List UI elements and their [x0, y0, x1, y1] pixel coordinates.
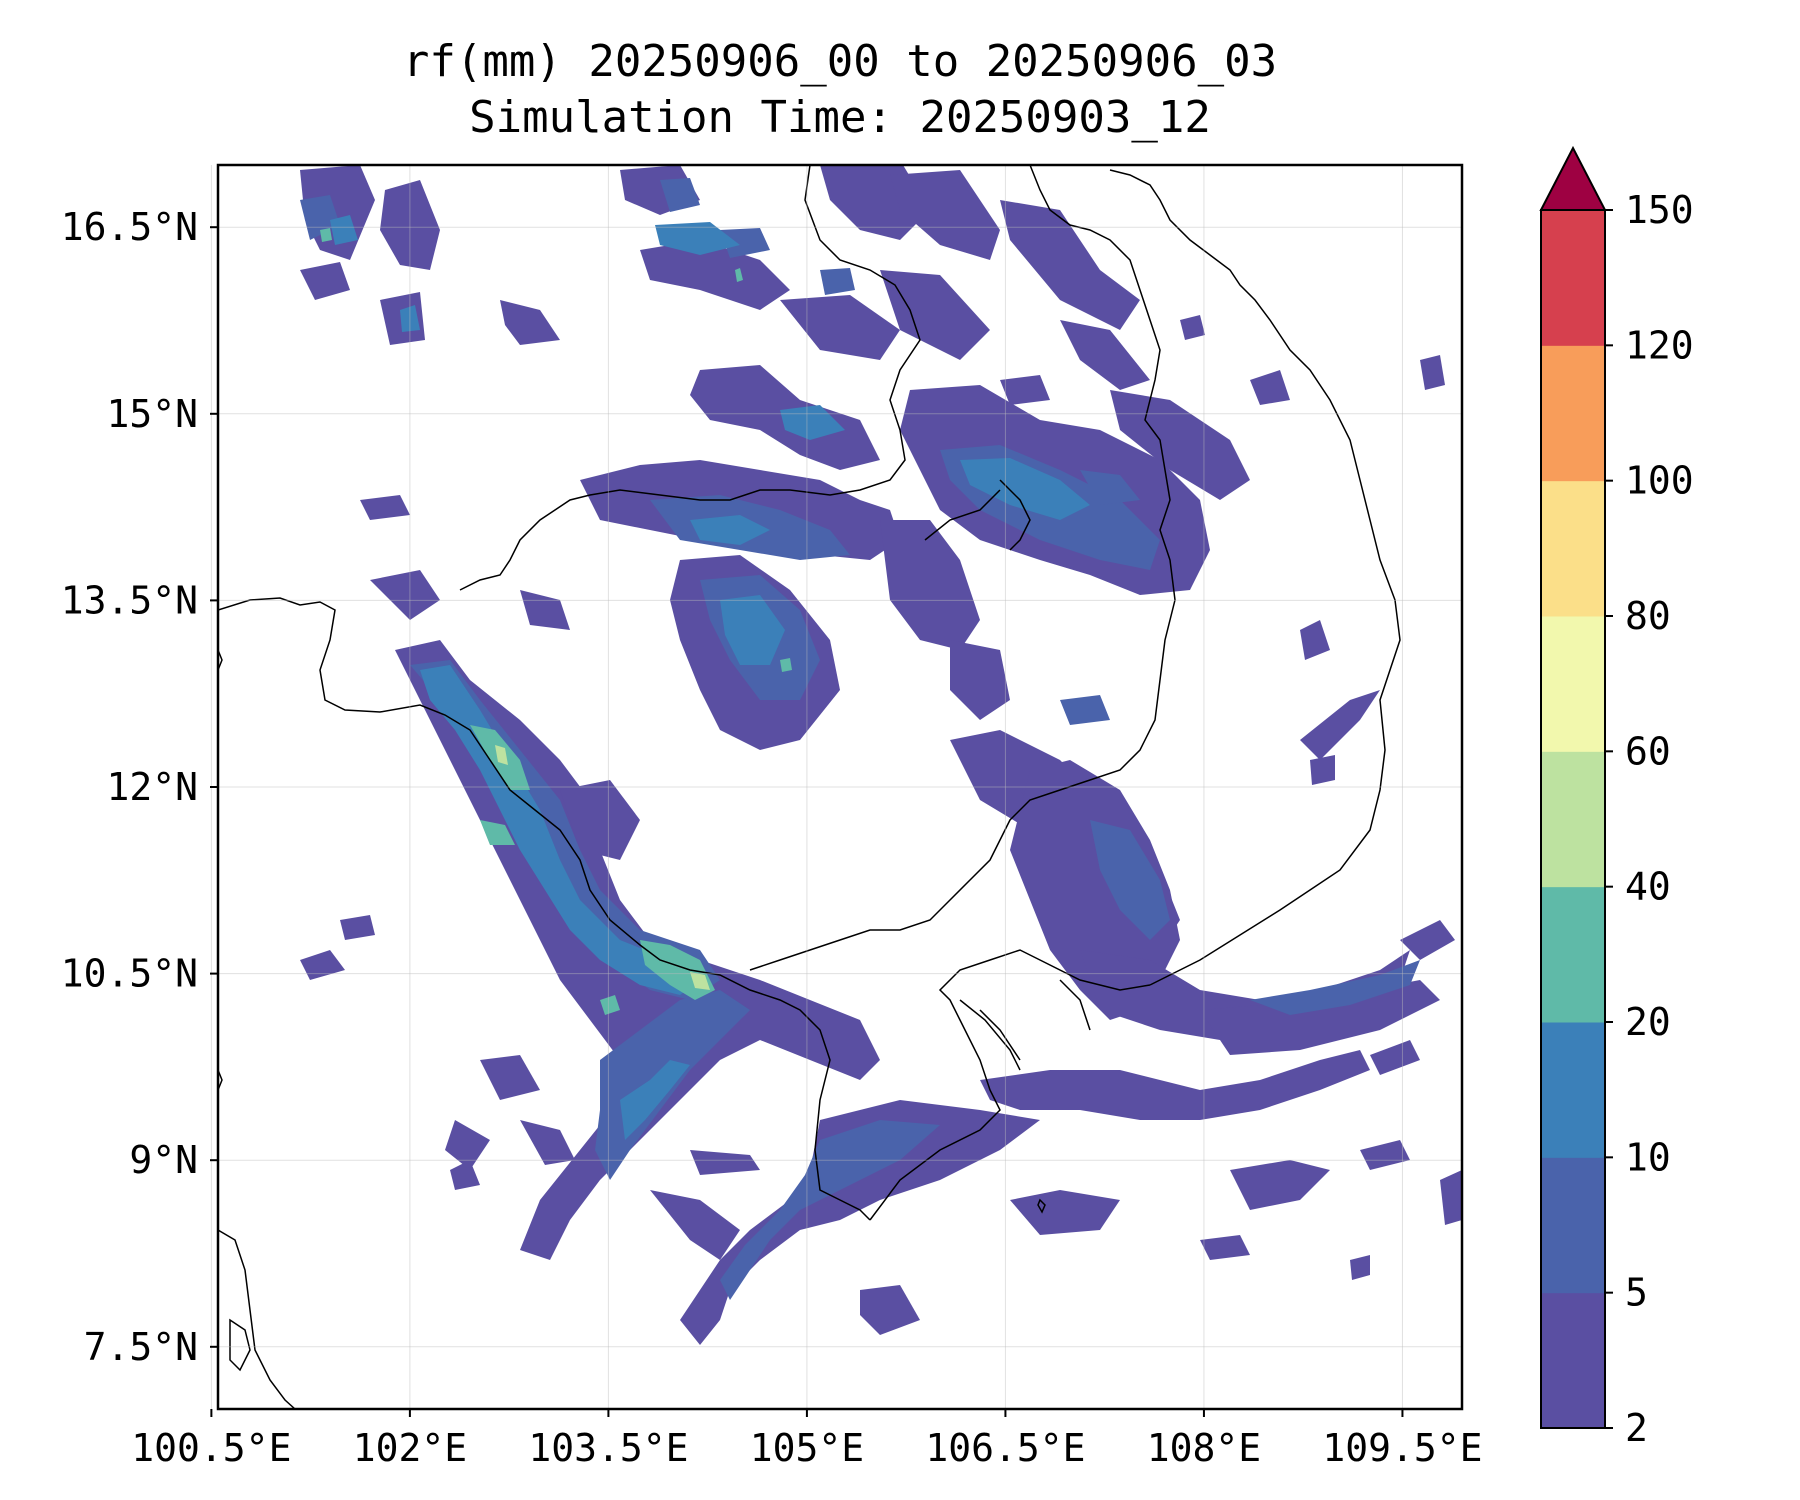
- lat-tick-label: 7.5°N: [84, 1325, 198, 1369]
- colorbar-tick-label: 80: [1625, 594, 1671, 638]
- coastlines-borders: [218, 165, 1401, 1409]
- latitude-axis: 16.5°N 15°N 13.5°N 12°N 10.5°N 9°N 7.5°N: [61, 205, 218, 1369]
- colorbar-tick-label: 5: [1625, 1271, 1648, 1315]
- colorbar-tick-label: 2: [1625, 1406, 1648, 1450]
- lat-tick-label: 10.5°N: [61, 952, 198, 996]
- colorbar-bin: [1541, 210, 1605, 346]
- colorbar-bin: [1541, 1157, 1605, 1294]
- lat-tick-label: 15°N: [106, 392, 198, 436]
- lon-tick-label: 109.5°E: [1322, 1426, 1482, 1470]
- colorbar-bin: [1541, 1292, 1605, 1429]
- lon-tick-label: 106.5°E: [925, 1426, 1085, 1470]
- rainfall-band-40-60: [495, 745, 710, 990]
- map-frame: [216, 163, 1464, 1411]
- lat-tick-label: 16.5°N: [61, 205, 198, 249]
- lat-tick-label: 12°N: [106, 765, 198, 809]
- colorbar-tick-label: 60: [1625, 729, 1671, 773]
- colorbar-tick-label: 40: [1625, 865, 1671, 909]
- colorbar-tick-label: 20: [1625, 1000, 1671, 1044]
- gridlines: [210, 165, 1462, 1409]
- lat-tick-label: 13.5°N: [61, 578, 198, 622]
- colorbar-frame: [1540, 209, 1606, 1429]
- lon-tick-label: 100.5°E: [131, 1426, 291, 1470]
- colorbar-tick-label: 100: [1625, 459, 1694, 503]
- colorbar-bin: [1541, 480, 1605, 617]
- lon-tick-label: 108°E: [1147, 1426, 1261, 1470]
- colorbar-bin: [1541, 345, 1605, 482]
- lon-tick-label: 105°E: [750, 1426, 864, 1470]
- lon-tick-label: 103.5°E: [528, 1426, 688, 1470]
- colorbar-bin: [1541, 886, 1605, 1023]
- rainfall-contours: [300, 165, 1462, 1345]
- lon-tick-label: 102°E: [353, 1426, 467, 1470]
- map-subtitle: Simulation Time: 20250903_12: [469, 92, 1211, 143]
- colorbar-tick-label: 120: [1625, 323, 1694, 367]
- lat-tick-label: 9°N: [129, 1138, 198, 1182]
- map-title: rf(mm) 20250906_00 to 20250906_03: [402, 36, 1278, 87]
- colorbar-tick-label: 150: [1625, 188, 1694, 232]
- colorbar-bin: [1541, 1022, 1605, 1158]
- colorbar: 2 5 10 20 40 60 80 100 120 150: [1539, 145, 1694, 1450]
- colorbar-bin: [1541, 751, 1605, 888]
- colorbar-bin: [1541, 616, 1605, 752]
- colorbar-tick-label: 10: [1625, 1135, 1671, 1179]
- colorbar-extend-arrow: [1539, 145, 1607, 211]
- longitude-axis: 100.5°E 102°E 103.5°E 105°E 106.5°E 108°E 109.…: [131, 1409, 1483, 1470]
